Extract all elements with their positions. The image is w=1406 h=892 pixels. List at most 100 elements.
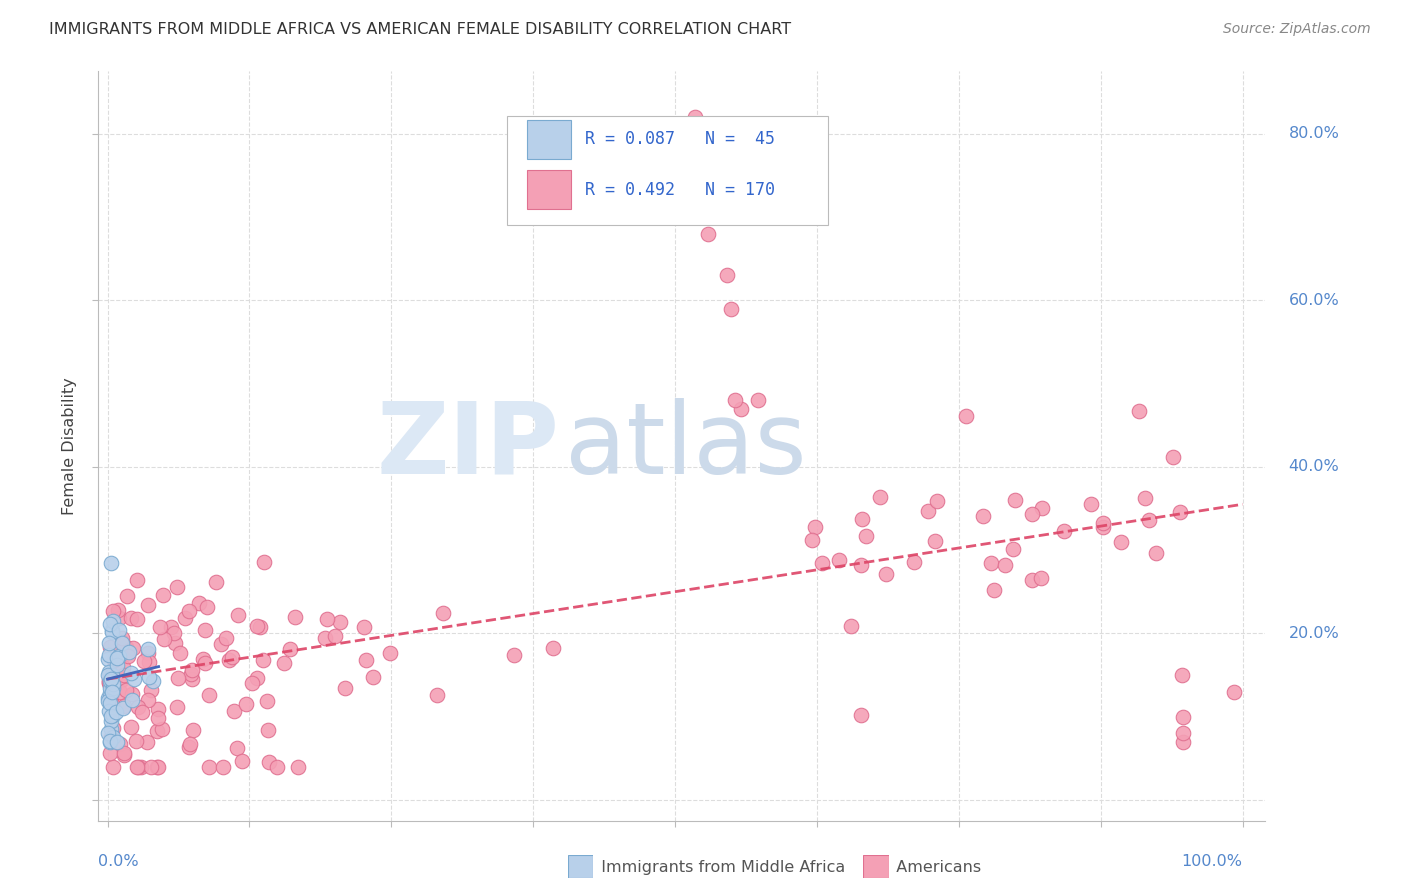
Point bbox=[215, 631, 238, 645]
Point bbox=[97, 636, 120, 650]
Point bbox=[1173, 709, 1195, 723]
Point bbox=[1002, 541, 1025, 556]
Point bbox=[101, 681, 124, 696]
Point bbox=[98, 734, 121, 748]
Point bbox=[139, 759, 162, 773]
Point bbox=[120, 665, 142, 680]
Point bbox=[353, 620, 375, 634]
Point bbox=[98, 746, 121, 760]
Point bbox=[177, 740, 200, 755]
Point bbox=[97, 694, 120, 708]
Point bbox=[252, 653, 274, 667]
Point bbox=[148, 711, 170, 725]
Point bbox=[181, 723, 204, 738]
Text: Source: ZipAtlas.com: Source: ZipAtlas.com bbox=[1223, 22, 1371, 37]
Point bbox=[1170, 668, 1192, 682]
Point bbox=[101, 668, 124, 682]
Point bbox=[723, 393, 745, 408]
Point bbox=[1029, 571, 1052, 585]
Point bbox=[218, 653, 240, 667]
Point bbox=[125, 612, 148, 626]
Point bbox=[980, 556, 1002, 570]
Point bbox=[828, 553, 851, 567]
Point bbox=[103, 721, 125, 735]
Point bbox=[503, 648, 526, 662]
Point bbox=[120, 611, 142, 625]
Point bbox=[875, 566, 897, 581]
Point bbox=[112, 660, 135, 674]
Point bbox=[1021, 573, 1043, 587]
Point bbox=[972, 508, 994, 523]
Point bbox=[138, 670, 160, 684]
Point bbox=[159, 619, 181, 633]
Point bbox=[97, 674, 120, 689]
Point bbox=[121, 687, 143, 701]
Text: 80.0%: 80.0% bbox=[1289, 127, 1340, 141]
Point bbox=[166, 699, 188, 714]
Text: 40.0%: 40.0% bbox=[1289, 459, 1340, 475]
Point bbox=[98, 665, 121, 680]
Point bbox=[226, 740, 249, 755]
Point bbox=[98, 648, 121, 662]
Text: 60.0%: 60.0% bbox=[1289, 293, 1340, 308]
Point bbox=[198, 759, 221, 773]
Point bbox=[541, 640, 564, 655]
Point bbox=[191, 652, 214, 666]
Point bbox=[97, 673, 120, 687]
Point bbox=[278, 642, 301, 657]
Point bbox=[994, 558, 1017, 572]
Point bbox=[104, 706, 127, 720]
Point bbox=[1137, 512, 1160, 526]
Text: IMMIGRANTS FROM MIDDLE AFRICA VS AMERICAN FEMALE DISABILITY CORRELATION CHART: IMMIGRANTS FROM MIDDLE AFRICA VS AMERICA… bbox=[49, 22, 792, 37]
Text: Americans: Americans bbox=[886, 860, 981, 874]
Point bbox=[125, 573, 148, 587]
Point bbox=[100, 685, 122, 699]
Point bbox=[903, 555, 925, 569]
Point bbox=[266, 759, 288, 773]
Point bbox=[118, 644, 141, 658]
Point bbox=[329, 615, 352, 629]
Point bbox=[100, 709, 122, 723]
Point bbox=[166, 580, 188, 594]
Point bbox=[378, 646, 401, 660]
Point bbox=[333, 681, 356, 696]
FancyBboxPatch shape bbox=[508, 116, 828, 225]
Point bbox=[98, 686, 121, 700]
Point bbox=[98, 673, 121, 688]
Point bbox=[246, 671, 269, 685]
Point bbox=[97, 668, 120, 682]
Point bbox=[955, 409, 977, 424]
Point bbox=[121, 640, 143, 655]
Y-axis label: Female Disability: Female Disability bbox=[62, 377, 77, 515]
Point bbox=[426, 688, 449, 702]
Point bbox=[142, 674, 165, 689]
Point bbox=[125, 759, 148, 773]
FancyBboxPatch shape bbox=[527, 170, 571, 209]
Point bbox=[1161, 450, 1184, 464]
Point bbox=[98, 617, 121, 632]
Point bbox=[146, 723, 169, 738]
Point bbox=[195, 600, 218, 615]
Point bbox=[811, 556, 834, 570]
Point bbox=[194, 656, 217, 670]
Point bbox=[112, 746, 135, 760]
Point bbox=[209, 637, 232, 651]
Text: 20.0%: 20.0% bbox=[1289, 626, 1340, 640]
Point bbox=[179, 604, 201, 618]
Point bbox=[924, 534, 946, 549]
Point bbox=[205, 574, 228, 589]
Point bbox=[983, 583, 1005, 598]
Point bbox=[101, 614, 124, 628]
Point bbox=[180, 663, 202, 677]
Point bbox=[100, 556, 122, 570]
Point bbox=[101, 604, 124, 618]
Point bbox=[149, 620, 172, 634]
Point bbox=[253, 555, 276, 569]
Point bbox=[108, 737, 131, 751]
Point bbox=[136, 641, 159, 656]
Point bbox=[100, 672, 122, 686]
Point bbox=[131, 705, 153, 719]
Text: 0.0%: 0.0% bbox=[98, 855, 139, 870]
Point bbox=[129, 759, 152, 773]
Point bbox=[188, 596, 211, 610]
